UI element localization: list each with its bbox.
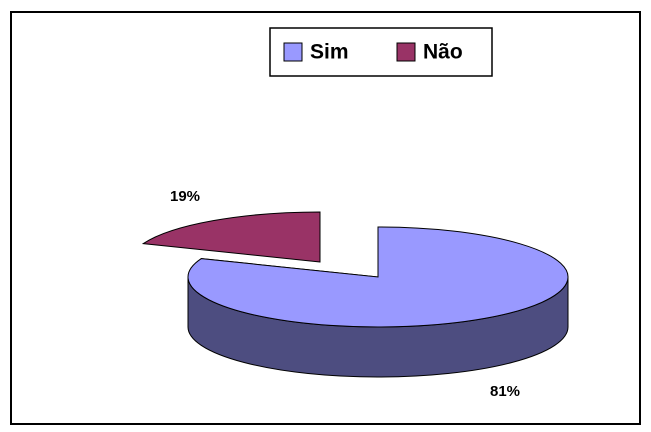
pie-slice <box>141 211 321 263</box>
legend-label: Não <box>423 41 463 64</box>
legend-swatch <box>283 42 303 62</box>
data-label: 81% <box>490 383 520 400</box>
legend-box <box>269 27 493 77</box>
data-label: 19% <box>170 188 200 205</box>
legend-label: Sim <box>310 41 349 64</box>
legend-swatch <box>396 42 416 62</box>
pie-slice <box>187 226 569 328</box>
